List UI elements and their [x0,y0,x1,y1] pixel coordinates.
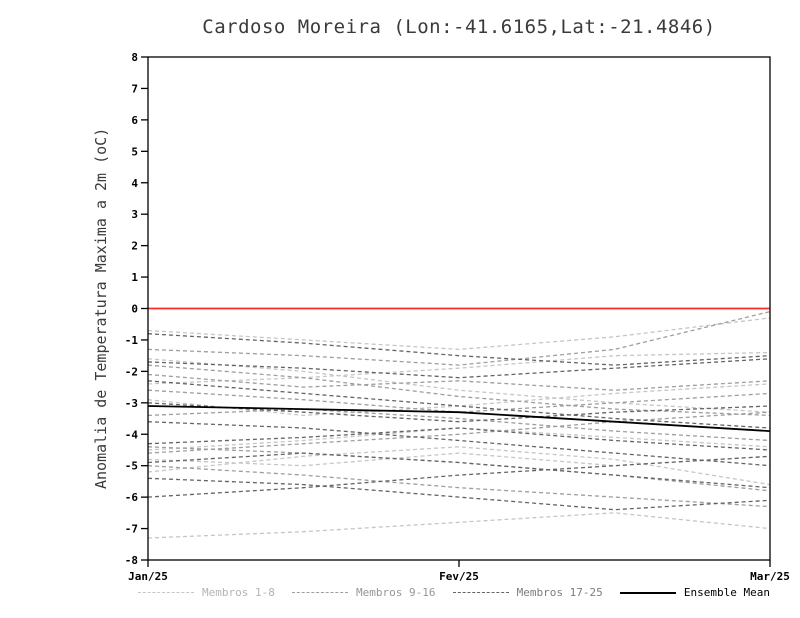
svg-text:4: 4 [131,177,138,190]
legend-label: Membros 1-8 [202,586,275,599]
svg-text:7: 7 [131,82,138,95]
svg-text:0: 0 [131,303,138,316]
svg-text:-6: -6 [125,491,139,504]
legend-line-sample [292,592,349,593]
legend-label: Membros 17-25 [516,586,603,599]
svg-text:Jan/25: Jan/25 [128,570,168,583]
svg-text:6: 6 [131,114,138,127]
legend-label: Membros 9-16 [356,586,436,599]
svg-text:-4: -4 [125,428,139,441]
legend: Membros 1-8 Membros 9-16 Membros 17-25 E… [138,586,770,599]
legend-item-membros-1-8: Membros 1-8 [138,586,275,599]
svg-text:Fev/25: Fev/25 [439,570,479,583]
svg-text:-7: -7 [125,523,138,536]
svg-text:Mar/25: Mar/25 [750,570,790,583]
legend-item-membros-17-25: Membros 17-25 [452,586,603,599]
svg-text:3: 3 [131,208,138,221]
legend-item-membros-9-16: Membros 9-16 [292,586,436,599]
chart-title: Cardoso Moreira (Lon:-41.6165,Lat:-21.48… [202,16,716,38]
svg-text:-5: -5 [125,460,138,473]
svg-text:8: 8 [131,51,138,64]
legend-label: Ensemble Mean [683,586,770,599]
svg-text:-3: -3 [125,397,138,410]
legend-line-sample [138,592,194,593]
svg-text:2: 2 [131,240,138,253]
legend-line-sample [452,592,509,593]
svg-text:-1: -1 [125,334,139,347]
legend-line-sample [619,591,676,594]
svg-text:1: 1 [131,271,138,284]
legend-item-ensemble-mean: Ensemble Mean [619,586,770,599]
svg-text:-2: -2 [125,365,138,378]
svg-text:-8: -8 [125,554,138,567]
svg-text:5: 5 [131,145,138,158]
